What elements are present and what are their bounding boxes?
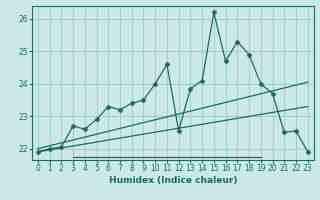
X-axis label: Humidex (Indice chaleur): Humidex (Indice chaleur) (108, 176, 237, 185)
